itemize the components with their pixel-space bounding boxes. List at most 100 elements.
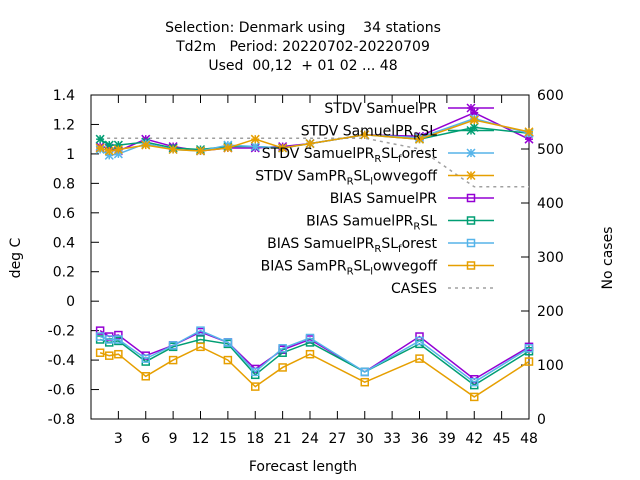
title-line: Used 00,12 + 01 02 ... 48	[208, 58, 397, 74]
legend-marker	[466, 103, 476, 113]
data-point	[195, 146, 206, 156]
series-line	[99, 338, 530, 387]
x-tick-label: 21	[274, 431, 292, 447]
legend-entry: BIAS SamuelPRRSLforest	[267, 236, 494, 255]
y-tick-label: 0.4	[53, 235, 75, 251]
x-axis-label: Forecast length	[249, 459, 357, 475]
legend-marker	[466, 193, 476, 203]
data-point	[141, 140, 151, 150]
y-tick-label: 0.6	[53, 206, 75, 222]
data-point	[141, 354, 150, 363]
series-line	[99, 346, 530, 398]
data-point	[250, 142, 260, 152]
data-point	[415, 336, 424, 346]
legend-entry: STDV SamuelPR	[324, 101, 494, 117]
legend-label: BIAS SamuelPR	[330, 191, 438, 207]
data-point	[168, 144, 178, 155]
legend-entry: STDV SamPRRSLlowvegoff	[255, 169, 494, 188]
title-line: Selection: Denmark using 34 stations	[165, 20, 441, 36]
title-line: Td2m Period: 20220702-20220709	[175, 39, 430, 55]
x-tick-label: 6	[141, 431, 150, 447]
data-point	[305, 139, 315, 149]
series-line-cases	[100, 137, 529, 188]
data-point	[360, 130, 370, 140]
x-tick-label: 39	[438, 431, 456, 447]
data-point	[524, 357, 534, 366]
data-point	[95, 134, 105, 144]
legend-marker	[466, 148, 476, 158]
data-point	[104, 146, 114, 156]
data-point	[278, 143, 288, 153]
y-tick-label: -0.6	[48, 383, 75, 399]
legend: STDV SamuelPR STDV SamuelPRRSL STDV Samuel…	[255, 101, 494, 297]
y2-tick-label: 600	[537, 88, 564, 104]
data-point	[360, 367, 369, 377]
series-line	[99, 330, 530, 381]
data-point	[251, 367, 260, 377]
legend-entry: BIAS SamuelPRRSL	[306, 214, 494, 233]
y2-axis-label: No cases	[600, 227, 616, 290]
data-point	[524, 344, 534, 353]
legend-entry: STDV SamuelPRRSLforest	[262, 146, 494, 165]
data-point	[278, 363, 287, 372]
y2-tick-label: 300	[537, 250, 564, 266]
x-tick-label: 45	[493, 431, 511, 447]
y-tick-label: 1	[66, 147, 75, 163]
x-tick-label: 36	[411, 431, 429, 447]
y2-tick-label: 200	[537, 304, 564, 320]
legend-marker	[466, 125, 476, 136]
legend-entry: BIAS SamPRRSLlowvegoff	[261, 259, 494, 278]
x-tick-label: 30	[356, 431, 374, 447]
x-tick-label: 3	[114, 431, 123, 447]
data-point	[470, 392, 479, 402]
data-point	[95, 332, 105, 341]
y-tick-label: -0.8	[48, 412, 75, 428]
data-point	[278, 344, 287, 353]
y-tick-label: 0.8	[53, 176, 75, 192]
data-point	[105, 335, 114, 344]
legend-label: STDV SamuelPRRSL	[301, 124, 437, 143]
data-point	[414, 134, 425, 144]
series-line	[99, 329, 530, 384]
data-point	[95, 348, 105, 357]
series-4	[95, 115, 534, 156]
data-point	[114, 330, 123, 340]
legend-label: STDV SamuelPRRSLforest	[262, 146, 438, 165]
x-tick-label: 18	[246, 431, 264, 447]
data-point	[95, 143, 105, 153]
x-tick-label: 33	[383, 431, 401, 447]
series-layer	[95, 108, 534, 402]
series-6	[95, 335, 534, 390]
legend-marker	[466, 216, 476, 225]
legend-marker	[466, 170, 476, 181]
x-tick-label: 12	[192, 431, 210, 447]
data-point	[223, 355, 233, 365]
legend-label: CASES	[391, 281, 437, 297]
y-tick-label: -0.4	[48, 353, 75, 369]
y-axis-label: deg C	[8, 237, 24, 278]
legend-label: BIAS SamuelPRRSLforest	[267, 236, 437, 255]
x-tick-label: 15	[219, 431, 237, 447]
x-tick-label: 27	[328, 431, 346, 447]
data-point	[223, 143, 233, 153]
legend-entry: CASES	[391, 281, 494, 297]
legend-label: BIAS SamuelPRRSL	[306, 214, 437, 233]
series-5	[95, 326, 534, 384]
legend-entry: BIAS SamuelPR	[330, 191, 494, 207]
legend-marker	[466, 261, 476, 270]
y2-tick-label: 100	[537, 358, 564, 374]
data-point	[470, 377, 479, 387]
data-point	[305, 349, 315, 359]
data-point	[114, 335, 123, 344]
y-tick-label: 1.2	[53, 117, 75, 133]
data-point	[305, 338, 315, 347]
data-point	[95, 326, 105, 335]
series-line	[99, 119, 530, 152]
data-point	[196, 326, 205, 335]
x-tick-label: 24	[301, 431, 319, 447]
data-point	[524, 127, 534, 137]
data-point	[196, 342, 205, 352]
x-tick-label: 48	[520, 431, 538, 447]
legend-label: STDV SamPRRSLlowvegoff	[255, 169, 437, 188]
